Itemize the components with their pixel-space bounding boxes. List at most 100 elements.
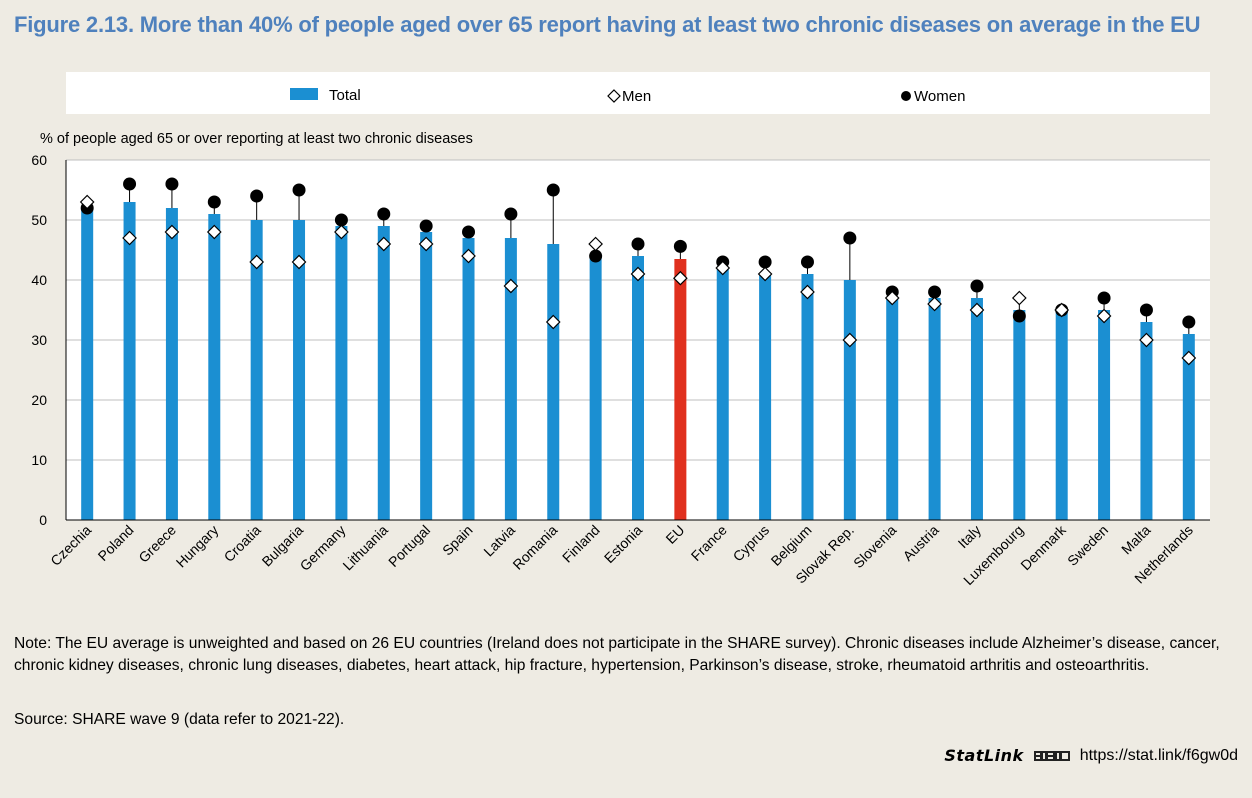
statlink[interactable]: StatLink https://stat.link/f6gw0d (944, 746, 1238, 765)
marker-women (504, 207, 518, 221)
x-tick-label: Lithuania (339, 522, 391, 574)
marker-women (928, 285, 942, 299)
figure-title: Figure 2.13. More than 40% of people age… (14, 12, 1201, 37)
bar-total (589, 256, 602, 520)
marker-men (461, 248, 476, 264)
marker-men (503, 278, 519, 294)
marker-women (800, 255, 814, 269)
y-tick-label: 10 (31, 452, 47, 468)
bar-total (165, 208, 178, 520)
x-tick-label: Croatia (221, 522, 264, 565)
bar-total (674, 259, 687, 520)
y-axis-title: % of people aged 65 or over reporting at… (40, 131, 473, 147)
marker-men (757, 266, 773, 282)
marker-women (970, 279, 984, 293)
marker-men (673, 270, 688, 286)
marker-women (377, 207, 391, 221)
x-tick-label: Germany (297, 522, 349, 574)
bar-total (208, 214, 221, 520)
bars (81, 202, 1195, 520)
marker-men (1139, 332, 1154, 348)
marker-women (292, 183, 306, 197)
y-tick-label: 50 (31, 212, 47, 228)
legend: Total Men Women (290, 87, 965, 105)
marker-women (419, 219, 433, 233)
legend-women-label: Women (914, 88, 965, 105)
chart: Total Men Women % of people aged 65 or o… (31, 72, 1210, 588)
bar-total (759, 274, 772, 520)
bar-total (1098, 310, 1111, 520)
y-tick-label: 30 (31, 332, 47, 348)
y-axis-ticks: 0 10 20 30 40 50 60 (31, 152, 47, 528)
marker-men (588, 236, 603, 252)
legend-total-label: Total (329, 87, 361, 104)
marker-men (376, 236, 392, 252)
bar-total (928, 298, 941, 520)
marker-men (715, 260, 731, 276)
bar-total (335, 226, 348, 520)
x-tick-label: Italy (955, 522, 984, 551)
y-tick-label: 60 (31, 152, 47, 168)
marker-men (884, 290, 900, 306)
bar-total (970, 298, 983, 520)
women-markers (80, 177, 1196, 329)
bar-total (250, 220, 263, 520)
marker-men (630, 266, 646, 282)
bar-total (1140, 322, 1153, 520)
x-tick-label: Austria (900, 522, 942, 564)
x-tick-label: Portugal (385, 522, 433, 570)
marker-women (546, 183, 560, 197)
marker-men (1054, 302, 1070, 318)
x-tick-label: Finland (559, 522, 603, 566)
y-tick-label: 20 (31, 392, 47, 408)
marker-men (842, 332, 858, 348)
marker-men (249, 254, 265, 270)
x-tick-label: Spain (439, 522, 476, 559)
x-tick-label: France (688, 522, 730, 564)
bar-total (632, 256, 644, 520)
bar-total (81, 208, 94, 520)
legend-men-marker (607, 89, 621, 103)
marker-women (165, 177, 179, 191)
x-tick-label: EU (662, 522, 687, 547)
bar-total (886, 298, 899, 520)
marker-men (1096, 308, 1112, 324)
figure-source: Source: SHARE wave 9 (data refer to 2021… (14, 711, 345, 728)
marker-men (969, 302, 985, 318)
x-tick-label: Czechia (47, 522, 94, 569)
marker-men (164, 224, 180, 240)
marker-women (673, 239, 687, 253)
statlink-logo-icon (1033, 750, 1070, 761)
x-tick-label: Malta (1118, 522, 1154, 558)
bar-total (1055, 310, 1068, 520)
marker-men (927, 296, 942, 312)
marker-men (291, 254, 307, 270)
marker-women (123, 177, 137, 191)
bar-total (547, 244, 560, 520)
marker-men (1011, 290, 1027, 306)
marker-men (418, 236, 434, 252)
marker-women (758, 255, 772, 269)
x-tick-label: Poland (95, 522, 137, 564)
legend-women-marker (901, 91, 911, 101)
marker-men (79, 194, 95, 210)
x-tick-label: Slovenia (850, 522, 899, 571)
marker-men (1181, 350, 1197, 366)
marker-men (122, 230, 137, 246)
y-tick-label: 40 (31, 272, 47, 288)
bar-total (801, 274, 814, 520)
statlink-url[interactable]: https://stat.link/f6gw0d (1079, 746, 1238, 764)
x-tick-label: Sweden (1064, 522, 1111, 569)
marker-women (589, 249, 603, 263)
bar-total (1182, 334, 1195, 520)
x-tick-label: Cyprus (730, 522, 773, 565)
bar-total (716, 268, 729, 520)
marker-women (250, 189, 264, 203)
bar-total (420, 232, 433, 520)
marker-men (206, 224, 222, 240)
x-tick-label: Romania (509, 522, 560, 573)
x-tick-label: Hungary (173, 522, 222, 571)
marker-men (334, 224, 349, 240)
bar-total (462, 238, 475, 520)
